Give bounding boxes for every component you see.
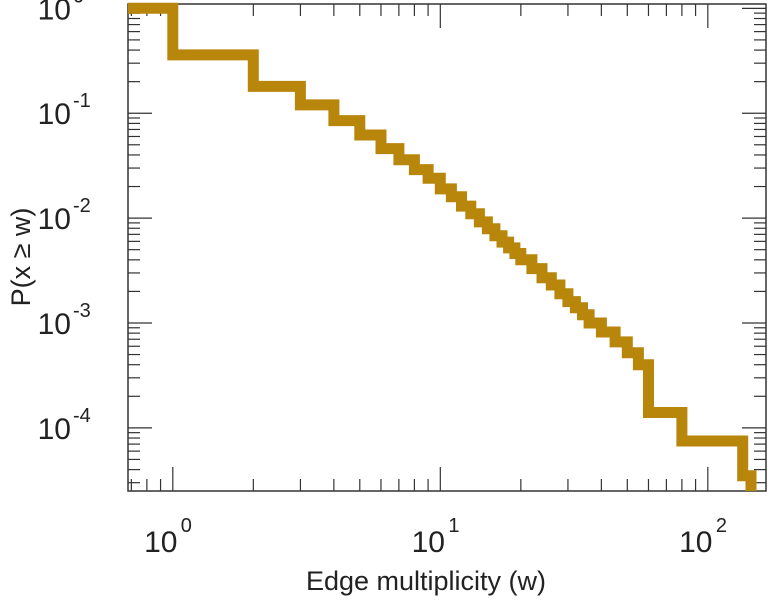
plot-frame [127,3,767,492]
x-tick-label: 10 [144,526,177,559]
y-tick-label: 10 [38,413,71,446]
y-axis-label: P(x ≥ w) [6,208,36,307]
y-tick-label: 10 [38,98,71,131]
x-tick-label: 10 [412,526,445,559]
y-tick-label: 10 [38,0,71,26]
y-tick-exponent: -1 [73,90,91,112]
y-tick-label: 10 [38,308,71,341]
x-tick-exponent: 0 [181,515,192,537]
y-tick-exponent: 0 [73,0,84,7]
x-axis-label: Edge multiplicity (w) [306,566,546,596]
y-tick-label: 10 [38,203,71,236]
x-tick-label: 10 [679,526,712,559]
x-tick-exponent: 2 [716,515,727,537]
series-line-0 [128,2,757,491]
y-tick-exponent: -3 [73,300,91,322]
y-tick-exponent: -4 [73,405,91,427]
y-tick-exponent: -2 [73,195,91,217]
x-tick-exponent: 1 [448,515,459,537]
